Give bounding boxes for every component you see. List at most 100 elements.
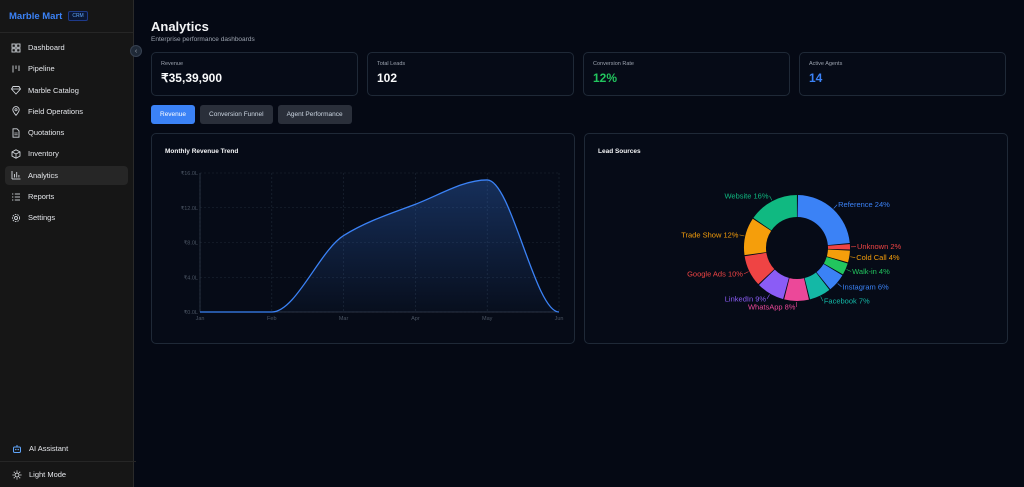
panel-title: Monthly Revenue Trend xyxy=(165,148,239,155)
leader-line xyxy=(766,294,770,299)
sidebar-item-marble-catalog[interactable]: Marble Catalog xyxy=(5,81,128,100)
sidebar-item-inventory[interactable]: Inventory xyxy=(5,144,128,163)
slice-google-ads[interactable] xyxy=(744,252,775,285)
chart-panels: Monthly Revenue Trend ₹0.0L ₹4.0L ₹8.0L ₹12… xyxy=(151,133,1008,344)
y-tick-label: ₹16.0L xyxy=(181,170,198,177)
robot-icon xyxy=(12,444,22,454)
stat-label: Active Agents xyxy=(809,61,843,67)
dashboard-icon xyxy=(11,43,21,53)
sidebar-item-label: Pipeline xyxy=(28,64,55,74)
leader-line xyxy=(846,269,852,272)
slice-label-linkedin: LinkedIn 9% xyxy=(725,294,767,303)
sidebar-item-reports[interactable]: Reports xyxy=(5,187,128,206)
slice-linkedin[interactable] xyxy=(759,269,789,300)
leader-line xyxy=(769,195,773,201)
slice-label-unknown: Unknown 2% xyxy=(857,242,902,251)
x-tick-label: Jan xyxy=(196,316,205,322)
panel-title: Lead Sources xyxy=(598,148,641,155)
leader-line xyxy=(833,204,838,209)
bar-chart-icon xyxy=(11,170,21,180)
gem-icon xyxy=(11,85,21,95)
slice-whatsapp[interactable] xyxy=(784,278,809,301)
x-tick-label: May xyxy=(482,316,493,322)
sidebar-item-analytics[interactable]: Analytics xyxy=(5,165,128,185)
lead-sources-donut-chart: Reference 24% Unknown 2% Cold Call 4% Walk-… xyxy=(681,191,902,311)
lead-sources-panel: Lead Sources Reference 24% Unknown 2% Cold… xyxy=(584,133,1008,344)
divider xyxy=(0,461,136,462)
sidebar-item-label: Analytics xyxy=(28,170,59,180)
brand[interactable]: Marble Mart CRM xyxy=(0,0,133,33)
tab-agent-performance[interactable]: Agent Performance xyxy=(277,105,352,124)
slice-label-whatsapp: WhatsApp 8% xyxy=(748,302,796,311)
slice-website[interactable] xyxy=(753,195,797,231)
document-icon xyxy=(11,128,21,138)
slice-cold-call[interactable] xyxy=(826,249,850,263)
slice-facebook[interactable] xyxy=(804,272,830,300)
slice-label-facebook: Facebook 7% xyxy=(824,297,870,306)
box-icon xyxy=(11,149,21,159)
x-tick-label: Jun xyxy=(555,316,564,322)
slice-label-cold-call: Cold Call 4% xyxy=(856,253,900,262)
brand-name: Marble Mart xyxy=(9,10,63,22)
sidebar-item-quotations[interactable]: Quotations xyxy=(5,123,128,142)
x-tick-label: Apr xyxy=(411,316,420,322)
leader-line xyxy=(837,283,842,288)
tab-revenue[interactable]: Revenue xyxy=(151,105,196,124)
theme-toggle-button[interactable]: Light Mode xyxy=(0,462,136,487)
slice-instagram[interactable] xyxy=(816,264,843,290)
slice-label-instagram: Instagram 6% xyxy=(842,282,889,291)
sidebar-nav: Dashboard Pipeline Marble Catalog Field Ope… xyxy=(0,33,133,230)
stat-value: 102 xyxy=(377,71,398,85)
page-title: Analytics xyxy=(151,19,209,34)
sidebar-item-label: Inventory xyxy=(28,149,59,159)
slice-walk-in[interactable] xyxy=(823,257,848,275)
sun-icon xyxy=(12,470,22,480)
sidebar-item-field-operations[interactable]: Field Operations xyxy=(5,102,128,121)
revenue-line xyxy=(200,179,560,313)
y-tick-label: ₹12.0L xyxy=(181,205,198,212)
y-tick-label: ₹4.0L xyxy=(184,274,198,281)
stat-value: ₹35,39,900 xyxy=(161,71,223,85)
sidebar-item-label: Dashboard xyxy=(28,43,65,52)
slice-unknown[interactable] xyxy=(827,244,850,250)
leader-line xyxy=(850,256,856,258)
slice-label-reference: Reference 24% xyxy=(838,200,890,209)
sidebar-footer: AI Assistant Light Mode xyxy=(0,436,136,487)
y-tick-label: ₹0.0L xyxy=(184,309,198,316)
stats-row: Revenue ₹35,39,900 Total Leads 102 Conve… xyxy=(151,52,1008,96)
sidebar-item-label: Quotations xyxy=(28,128,65,138)
slice-reference[interactable] xyxy=(797,195,850,246)
stat-card-active-agents: Active Agents 14 xyxy=(799,52,1006,96)
stat-card-revenue: Revenue ₹35,39,900 xyxy=(151,52,358,96)
sidebar-item-label: Reports xyxy=(28,192,55,202)
ai-assistant-label: AI Assistant xyxy=(29,444,69,453)
x-tick-label: Mar xyxy=(339,316,349,322)
leader-line xyxy=(743,271,749,275)
stat-card-conversion-rate: Conversion Rate 12% xyxy=(583,52,790,96)
main-content: Analytics Enterprise performance dashboa… xyxy=(134,0,1024,487)
page-subtitle: Enterprise performance dashboards xyxy=(151,36,255,43)
tab-conversion-funnel[interactable]: Conversion Funnel xyxy=(200,105,273,124)
collapse-sidebar-button[interactable]: ‹ xyxy=(130,45,142,57)
sidebar-item-label: Field Operations xyxy=(28,106,84,116)
chevron-left-icon: ‹ xyxy=(134,47,138,55)
slice-trade-show[interactable] xyxy=(744,218,772,256)
x-tick-label: Feb xyxy=(267,316,276,322)
y-tick-label: ₹8.0L xyxy=(184,240,198,247)
gear-icon xyxy=(11,213,21,223)
sidebar-item-label: Marble Catalog xyxy=(28,85,79,95)
ai-assistant-button[interactable]: AI Assistant xyxy=(0,436,136,461)
stat-value: 12% xyxy=(593,71,618,85)
stat-value: 14 xyxy=(809,71,823,85)
stat-label: Total Leads xyxy=(377,61,406,67)
slice-label-website: Website 16% xyxy=(724,191,768,200)
pipeline-icon xyxy=(11,64,21,74)
stat-card-total-leads: Total Leads 102 xyxy=(367,52,574,96)
brand-badge: CRM xyxy=(68,11,88,21)
sidebar-item-pipeline[interactable]: Pipeline xyxy=(5,59,128,78)
sidebar-item-settings[interactable]: Settings xyxy=(5,208,128,227)
sidebar-item-dashboard[interactable]: Dashboard xyxy=(5,38,128,57)
leader-line xyxy=(739,234,745,237)
revenue-area-chart: ₹0.0L ₹4.0L ₹8.0L ₹12.0L ₹16.0L Jan Feb Mar Apr M… xyxy=(181,170,564,322)
